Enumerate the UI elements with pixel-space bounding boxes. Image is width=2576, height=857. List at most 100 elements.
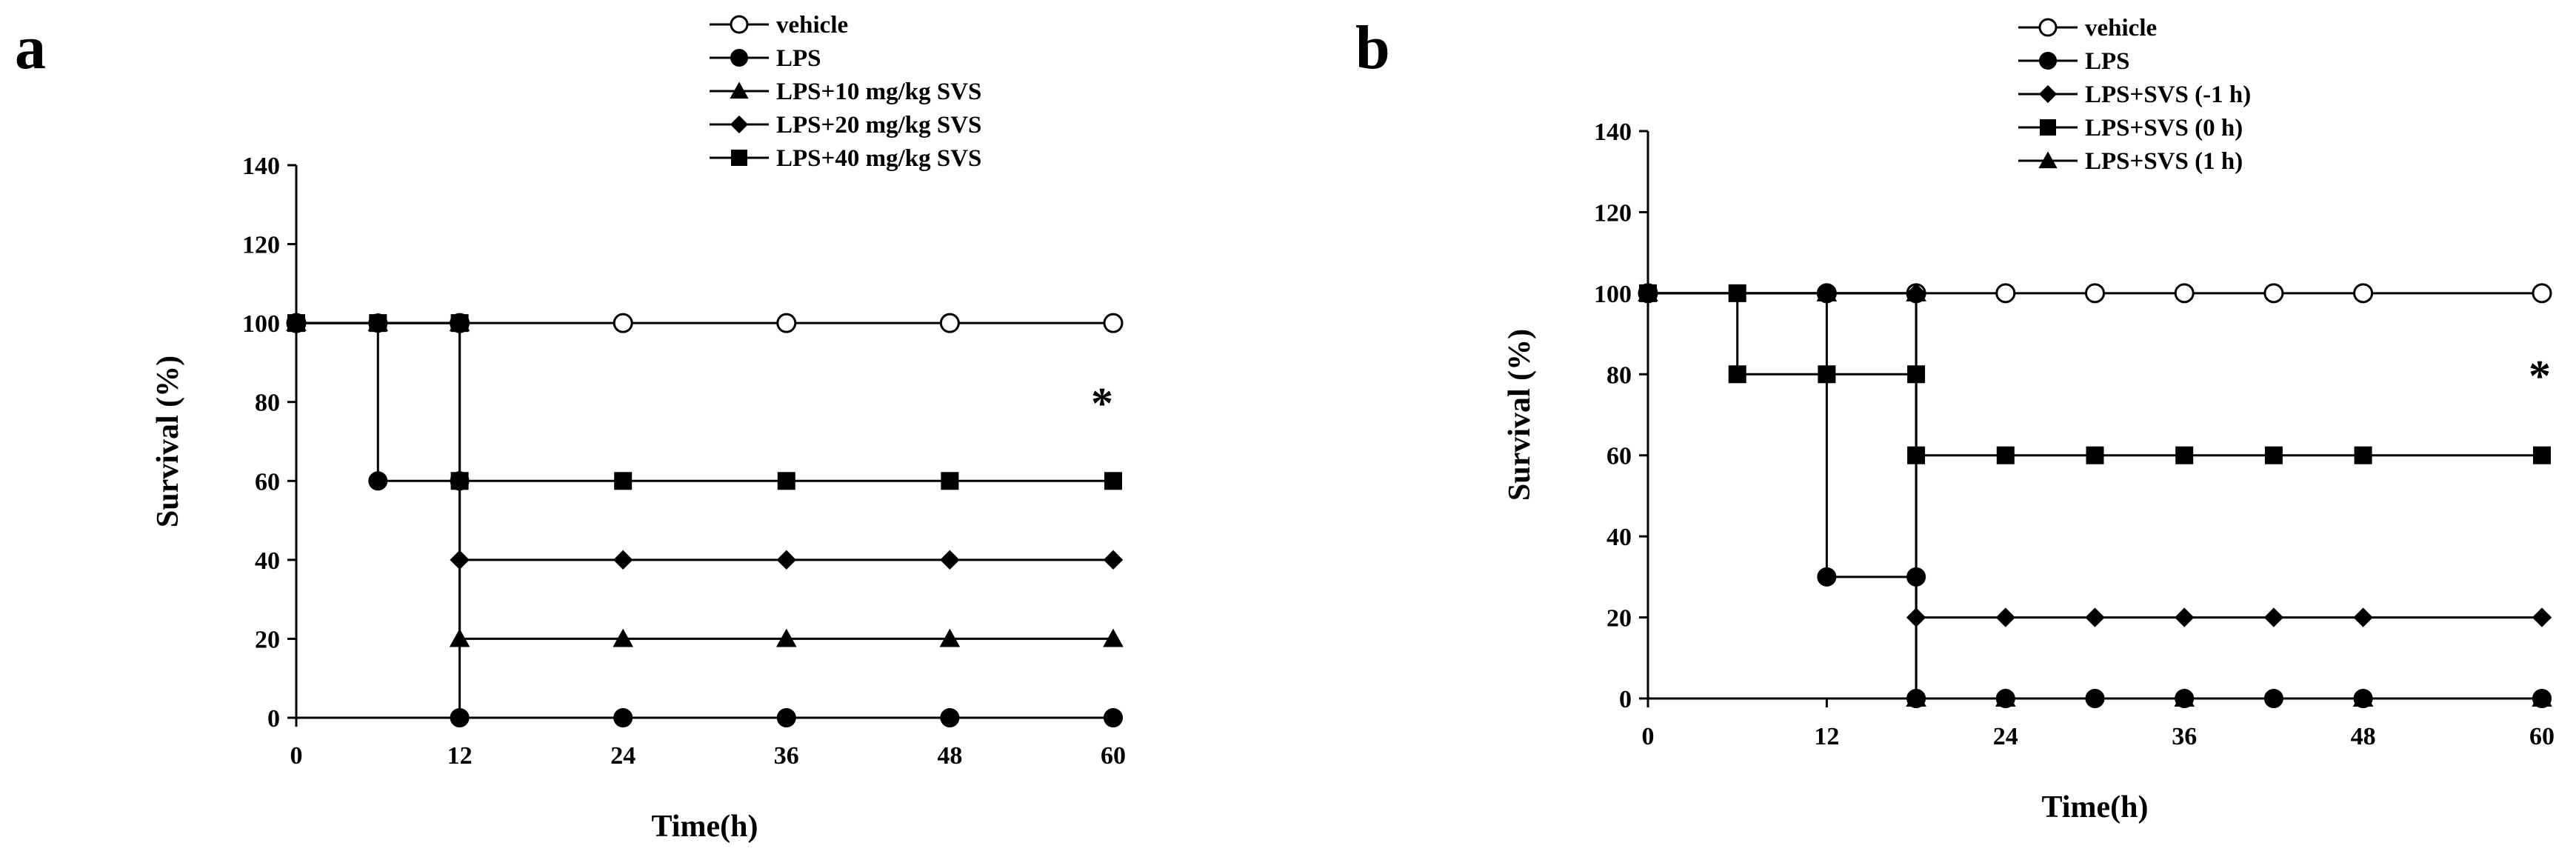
x-axis-title: Time(h) [2042,790,2149,824]
legend-marker [731,150,747,166]
series-line [1648,292,2542,700]
y-tick-label: 20 [255,626,280,653]
data-point [776,550,796,570]
legend-label: LPS+SVS (1 h) [2085,148,2243,175]
panel-label: b [1355,13,1390,82]
data-point [450,314,469,333]
data-point [2085,283,2105,304]
data-point [613,628,633,647]
series-line [1648,292,2542,457]
legend-item: LPS [2018,48,2130,75]
data-point [1816,283,1838,301]
y-tick-label: 0 [1619,686,1632,713]
data-point [2264,446,2283,464]
legend-marker [2038,18,2058,37]
x-tick-label: 48 [937,742,962,770]
y-tick-label: 20 [1606,605,1632,633]
y-tick-label: 100 [1594,281,1632,308]
data-point [613,313,633,333]
legend-item: LPS+SVS (1 h) [2018,148,2243,175]
series-line [296,321,1113,719]
y-tick-label: 120 [242,232,280,259]
legend-label: vehicle [2085,15,2157,41]
legend-item: LPS+10 mg/kg SVS [710,79,981,105]
data-point [2352,688,2374,707]
chart-panel-a: a 0 20 40 60 80 100 120 140 0 12 24 36 48 60 Time(h) Sur… [15,12,1126,844]
data-point [1995,688,2016,707]
legend-item: vehicle [2018,15,2157,41]
legend-marker [730,115,749,134]
x-tick-label: 60 [1101,742,1126,770]
legend-label: vehicle [776,12,848,39]
data-point [940,708,960,727]
data-point [1906,283,1926,301]
data-point [1817,567,1837,587]
legend-label: LPS [776,45,821,72]
data-point [369,314,387,333]
legend-label: LPS+40 mg/kg SVS [776,145,981,172]
legend-marker [2038,84,2058,104]
data-point [2532,607,2552,627]
x-tick-label: 0 [1642,723,1655,750]
data-point [1103,628,1124,647]
x-tick-label: 12 [447,742,473,770]
legend-label: LPS+SVS (-1 h) [2085,81,2251,108]
data-point [1103,313,1124,333]
data-point [1995,607,2015,627]
legend-label: LPS [2085,48,2130,75]
data-point [614,472,633,490]
data-point [2174,688,2195,707]
significance-annotation: * [2529,351,2551,400]
data-point [2354,446,2372,464]
data-point [1104,472,1122,490]
legend-marker [2040,119,2056,136]
data-point [2175,607,2195,627]
x-axis-title: Time(h) [652,810,758,844]
data-point [2085,607,2105,627]
legend-item: vehicle [710,12,848,39]
series-lps-svs-0-h- [1639,284,2551,464]
data-point [2086,446,2104,464]
series-lps [1638,283,2552,708]
data-point [776,708,796,727]
panel-label: a [15,13,46,82]
data-point [450,472,469,490]
data-point [450,550,470,570]
data-point [450,708,470,727]
data-point [777,472,795,490]
data-point [776,313,797,333]
data-point [1996,446,2015,464]
data-point [939,313,960,333]
legend-item: LPS+20 mg/kg SVS [710,112,981,139]
x-tick-label: 24 [1993,723,2018,750]
legend-label: LPS+20 mg/kg SVS [776,112,981,139]
legend-item: LPS+SVS (-1 h) [2018,81,2251,108]
data-point [613,550,633,570]
data-point [1995,283,2016,304]
data-point [2175,446,2194,464]
legend-item: LPS+40 mg/kg SVS [710,145,981,172]
data-point [941,472,959,490]
x-tick-label: 36 [774,742,799,770]
data-point [2532,283,2552,304]
y-tick-label: 140 [1594,119,1632,146]
series-lps-40-mg-kg-svs [287,314,1122,490]
x-tick-label: 60 [2529,723,2555,750]
series-lps [287,313,1123,727]
legend-marker [2039,52,2057,70]
y-tick-label: 100 [242,310,280,338]
data-point [2263,283,2284,304]
y-tick-label: 80 [1606,361,1632,389]
y-tick-label: 40 [1606,524,1632,551]
series-lps-20-mg-kg-svs [286,313,1124,570]
legend-marker [730,49,748,67]
data-point [613,708,633,727]
x-tick-label: 12 [1814,723,1839,750]
data-point [776,628,797,647]
series-lps-svs-1-h- [1638,283,2552,707]
data-point [1728,365,1746,384]
data-point [449,628,470,647]
y-axis-title: Survival (%) [1503,329,1537,501]
data-point [1638,283,1658,301]
